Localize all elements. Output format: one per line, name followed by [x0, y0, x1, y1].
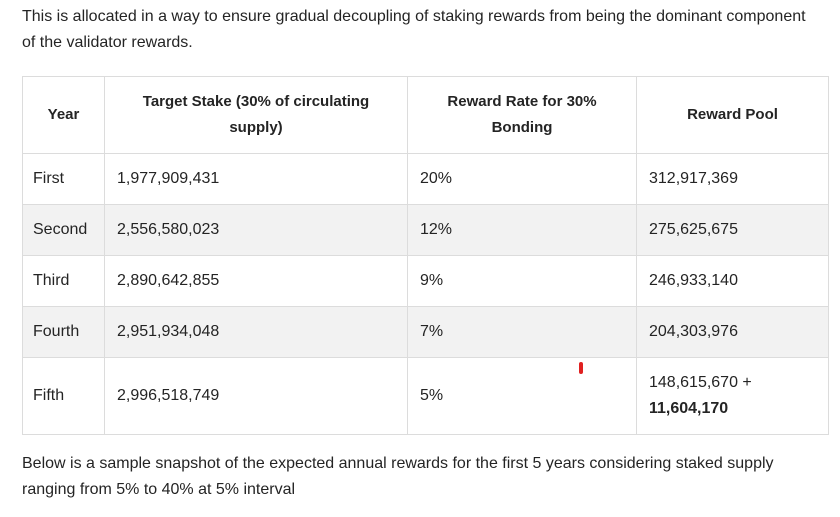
cell-reward-rate: 9%: [407, 255, 637, 307]
cell-year: Fifth: [22, 357, 105, 435]
cell-target-stake: 2,951,934,048: [104, 306, 408, 358]
table-header-row: Year Target Stake (30% of circulating su…: [22, 76, 829, 154]
header-reward-rate: Reward Rate for 30% Bonding: [407, 76, 637, 154]
red-annotation-mark: [579, 362, 583, 374]
cell-year: First: [22, 153, 105, 205]
cell-reward-pool: 275,625,675: [636, 204, 829, 256]
table-row: First 1,977,909,431 20% 312,917,369: [22, 153, 829, 205]
table-row: Fourth 2,951,934,048 7% 204,303,976: [22, 306, 829, 358]
cell-reward-pool: 148,615,670 + 11,604,170: [636, 357, 829, 435]
header-reward-pool: Reward Pool: [636, 76, 829, 154]
cell-reward-rate: 5%: [407, 357, 637, 435]
cell-reward-rate: 7%: [407, 306, 637, 358]
intro-paragraph: This is allocated in a way to ensure gra…: [22, 8, 806, 51]
reward-pool-extra-value: 11,604,170: [649, 400, 729, 417]
outro-paragraph: Below is a sample snapshot of the expect…: [22, 455, 774, 498]
cell-reward-pool: 312,917,369: [636, 153, 829, 205]
cell-target-stake: 2,556,580,023: [104, 204, 408, 256]
cell-reward-rate: 20%: [407, 153, 637, 205]
cell-reward-pool: 246,933,140: [636, 255, 829, 307]
table-row: Fifth 2,996,518,749 5% 148,615,670 + 11,…: [22, 357, 829, 435]
reward-pool-value: 148,615,670 +: [649, 374, 752, 391]
cell-reward-rate: 12%: [407, 204, 637, 256]
cell-year: Third: [22, 255, 105, 307]
cell-reward-pool: 204,303,976: [636, 306, 829, 358]
cell-year: Fourth: [22, 306, 105, 358]
table-row: Third 2,890,642,855 9% 246,933,140: [22, 255, 829, 307]
table-row: Second 2,556,580,023 12% 275,625,675: [22, 204, 829, 256]
rewards-table: Year Target Stake (30% of circulating su…: [22, 76, 829, 435]
cell-target-stake: 1,977,909,431: [104, 153, 408, 205]
cell-year: Second: [22, 204, 105, 256]
header-year: Year: [22, 76, 105, 154]
cell-target-stake: 2,890,642,855: [104, 255, 408, 307]
cell-target-stake: 2,996,518,749: [104, 357, 408, 435]
header-target-stake: Target Stake (30% of circulating supply): [104, 76, 408, 154]
